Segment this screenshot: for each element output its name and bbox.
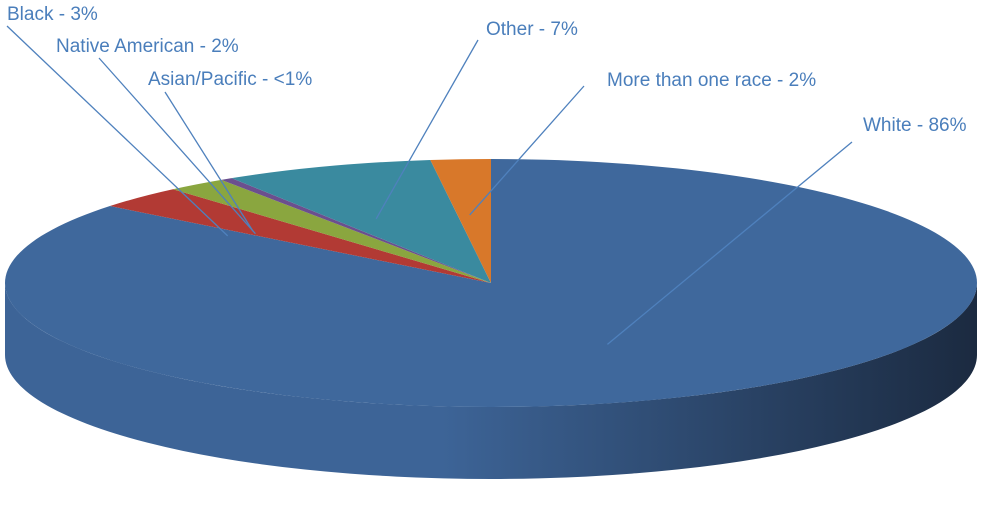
pie-slice-black (109, 189, 491, 283)
pie-slice-asian-pacific (221, 178, 491, 283)
data-label-other: Other - 7% (486, 19, 578, 40)
data-labels: White - 86% Black - 3% Native American - 2… (7, 4, 967, 136)
pie-slice-more-than-one-race (430, 159, 491, 283)
pie-side-wall (5, 283, 977, 479)
leader-line-asian-pacific (164, 91, 254, 232)
data-label-more-than-one-race: More than one race - 2% (607, 70, 816, 91)
leader-lines (6, 25, 853, 345)
pie-slice-native-american (172, 179, 491, 283)
data-label-asian-pacific: Asian/Pacific - <1% (148, 69, 312, 90)
leader-line-other (375, 39, 479, 220)
pie-top-layer (4, 159, 978, 407)
leader-line-more-than-one-race (469, 85, 585, 216)
leader-line-black (6, 25, 229, 237)
pie-side-layer (5, 283, 977, 479)
leader-line-white (606, 141, 853, 345)
data-label-black: Black - 3% (7, 4, 98, 25)
data-label-white: White - 86% (863, 115, 967, 136)
pie-slice-other (231, 159, 492, 283)
data-label-native-american: Native American - 2% (56, 36, 239, 57)
leader-line-native-american (98, 57, 256, 235)
